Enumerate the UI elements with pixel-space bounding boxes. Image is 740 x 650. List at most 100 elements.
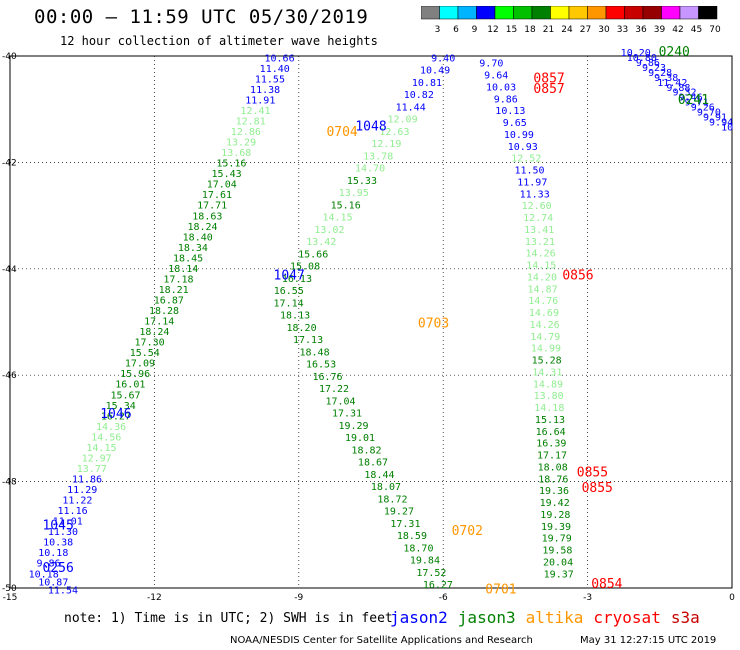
legend-cryosat: cryosat	[593, 608, 661, 627]
wave-height-value: 19.29	[338, 421, 368, 432]
colorbar-label: 12	[487, 25, 498, 35]
track-jason2-0857: 9.709.6410.039.8610.139.6510.9910.9312.5…	[479, 59, 573, 581]
wave-height-value: 17.30	[135, 338, 165, 349]
wave-height-value: 9.70	[479, 59, 503, 70]
wave-height-value: 9.86	[494, 94, 518, 105]
wave-height-value: 18.40	[183, 232, 213, 243]
wave-height-value: 16.13	[282, 274, 312, 285]
pass-time-label: 0701	[485, 582, 516, 597]
colorbar-label: 18	[524, 25, 536, 35]
wave-height-value: 13.80	[534, 391, 564, 402]
wave-height-value: 10.80	[627, 53, 657, 64]
wave-height-value: 9.70	[697, 108, 721, 119]
wave-height-value: 18.13	[280, 311, 310, 322]
wave-height-value: 18.67	[358, 458, 388, 469]
pass-time-label: 0240	[659, 45, 690, 60]
wave-height-value: 10	[721, 122, 733, 133]
wave-height-value: 11.38	[250, 85, 280, 96]
wave-height-value: 18.20	[287, 323, 317, 334]
wave-height-value: 9.26	[691, 103, 715, 114]
wave-height-value: 10.18	[38, 548, 68, 559]
wave-height-value: 10.18	[29, 569, 59, 580]
pass-time-label: 0256	[42, 561, 73, 576]
wave-height-value: 14.31	[532, 367, 562, 378]
wave-height-value: 14.79	[530, 332, 560, 343]
pass-time-label: 0856	[562, 268, 593, 283]
wave-height-value: 19.42	[540, 498, 570, 509]
legend-altika: altika	[525, 608, 584, 627]
wave-height-value: 12.41	[240, 106, 270, 117]
wave-height-value: 17.04	[325, 396, 355, 407]
colorbar-label: 9	[472, 25, 478, 35]
wave-height-value: 12.86	[231, 127, 261, 138]
wave-height-value: 19.58	[542, 546, 572, 557]
y-tick-label: -50	[2, 584, 17, 594]
colorbar-label: 70	[709, 25, 721, 35]
colorbar-label: 6	[453, 25, 459, 35]
wave-height-value: 15.28	[532, 356, 562, 367]
pass-time-label: 0703	[418, 316, 449, 331]
map-frame	[9, 55, 733, 589]
colorbar-label: 24	[561, 25, 573, 35]
footer-note: note: 1) Time is in UTC; 2) SWH is in fe…	[64, 611, 393, 626]
wave-height-value: 13.78	[363, 151, 393, 162]
wave-height-value: 13.42	[306, 237, 336, 248]
wave-height-value: 11.97	[517, 177, 547, 188]
wave-height-value: 14.15	[322, 213, 352, 224]
wave-height-value: 19.27	[384, 507, 414, 518]
wave-height-value: 15.54	[130, 348, 160, 359]
wave-height-value: 10.49	[420, 66, 450, 77]
wave-height-value: 11.55	[255, 74, 285, 85]
wave-height-value: 9.46	[679, 93, 703, 104]
wave-height-value: 9.86	[36, 559, 60, 570]
colorbar-label: 3	[435, 25, 441, 35]
wave-height-value: 17.22	[319, 384, 349, 395]
legend-jason3: jason3	[457, 608, 516, 627]
pass-time-label: 0704	[326, 125, 357, 140]
wave-height-value: 16.27	[101, 411, 131, 422]
wave-height-value: 16.53	[306, 360, 336, 371]
track-jason2-1047: 10.6611.4011.5511.3811.9112.4112.8112.86…	[36, 53, 294, 569]
wave-height-value: 16.55	[274, 286, 304, 297]
wave-height-value: 11.29	[67, 485, 97, 496]
wave-height-value: 14.76	[528, 296, 558, 307]
x-tick-label: -9	[294, 593, 303, 603]
wave-height-value: 9.65	[503, 118, 527, 129]
pass-time-label: 0854	[591, 577, 622, 592]
y-tick-label: -42	[2, 158, 17, 168]
wave-height-value: 10.66	[264, 53, 294, 64]
wave-height-value: 17.13	[293, 335, 323, 346]
wave-height-value: 13.95	[339, 188, 369, 199]
wave-height-value: 9.23	[642, 63, 666, 74]
wave-height-value: 15.13	[535, 415, 565, 426]
wave-height-value: 10.87	[38, 577, 68, 588]
wave-height-value: 18.07	[371, 482, 401, 493]
wave-height-value: 14.26	[526, 249, 556, 260]
wave-height-value: 13.41	[524, 225, 554, 236]
wave-height-value: 16.64	[536, 427, 566, 438]
wave-height-value: 9.91	[703, 113, 727, 124]
satellite-legend: jason2 jason3 altika cryosat s3a	[390, 608, 710, 627]
wave-height-value: 16.39	[536, 439, 566, 450]
wave-height-value: 18.70	[403, 543, 433, 554]
wave-height-value: 9.38	[654, 73, 678, 84]
wave-height-value: 18.44	[364, 470, 394, 481]
wave-height-value: 10.93	[508, 142, 538, 153]
pass-time-label: 0702	[452, 524, 483, 539]
legend-s3a: s3a	[670, 608, 700, 627]
wave-height-value: 10.20	[621, 48, 651, 59]
wave-height-value: 19.37	[544, 569, 574, 580]
colorbar-label: 45	[691, 25, 702, 35]
wave-height-value: 18.24	[187, 222, 217, 233]
wave-height-value: 9.86	[636, 58, 660, 69]
wave-height-value: 19.28	[540, 510, 570, 521]
pass-time-label: 0855	[582, 481, 613, 496]
wave-height-value: 20.04	[543, 557, 573, 568]
wave-height-value: 17.71	[197, 201, 227, 212]
wave-height-value: 10.81	[412, 78, 442, 89]
pass-time-label: 1045	[42, 518, 73, 533]
pass-time-label: 1048	[355, 119, 386, 134]
wave-height-value: 13.02	[314, 225, 344, 236]
wave-height-value: 11.50	[514, 166, 544, 177]
pass-time-label: 1046	[100, 407, 131, 422]
